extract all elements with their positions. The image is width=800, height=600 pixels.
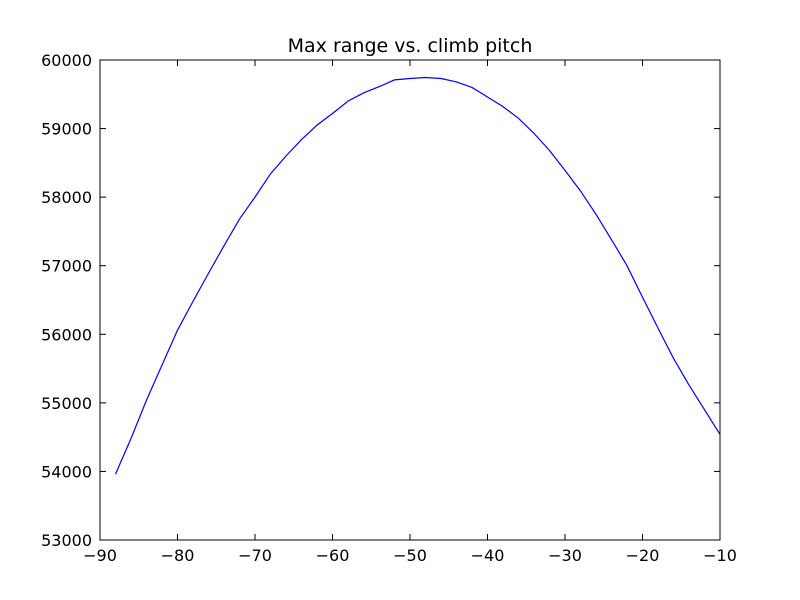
series-layer — [114, 76, 721, 475]
y-tick-label: 55000 — [41, 394, 92, 413]
x-tick-label: −90 — [83, 546, 117, 565]
x-tick-label: −60 — [316, 546, 350, 565]
y-tick-label: 58000 — [41, 188, 92, 207]
chart-title: Max range vs. climb pitch — [288, 35, 533, 57]
y-tick-label: 57000 — [41, 257, 92, 276]
x-tick-label: −40 — [471, 546, 505, 565]
y-tick-label: 53000 — [41, 531, 92, 550]
x-tick-label: −10 — [703, 546, 737, 565]
x-tick-label: −80 — [161, 546, 195, 565]
plot-area — [100, 60, 720, 540]
ticks-layer: −90 −80 −70 −60 −50 −40 −30 −20 −10 53000 54000 550… — [41, 51, 737, 565]
plot-frame — [99, 59, 721, 541]
y-tick-label: 54000 — [41, 462, 92, 481]
x-tick-label: −70 — [238, 546, 272, 565]
y-tick-label: 59000 — [41, 120, 92, 139]
x-tick-label: −20 — [626, 546, 660, 565]
x-tick-label: −30 — [548, 546, 582, 565]
y-tick-label: 56000 — [41, 325, 92, 344]
series-line-0 — [114, 76, 721, 475]
x-tick-label: −50 — [393, 546, 427, 565]
y-tick-label: 60000 — [41, 51, 92, 70]
